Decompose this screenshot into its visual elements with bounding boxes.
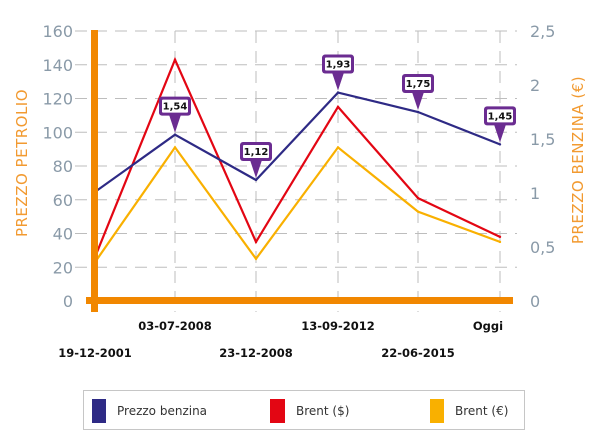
- tooltip-value: 1,75: [406, 79, 431, 90]
- y-axis-right-ticks: 0 0,5 1 1,5 2 2,5: [530, 22, 555, 311]
- tooltip-pointer: [494, 124, 506, 143]
- legend-swatch-prezzo-benzina: [92, 399, 106, 423]
- data-point[interactable]: [254, 257, 258, 261]
- data-point[interactable]: [254, 178, 258, 182]
- tooltip-body: [325, 57, 351, 71]
- data-label-tooltip: 1,54: [159, 96, 191, 133]
- x-tick-label: 03-07-2008: [138, 319, 212, 333]
- x-tick-label: Oggi: [473, 319, 503, 333]
- series-line-brent: [94, 145, 501, 263]
- x-tick-label: 23-12-2008: [219, 346, 293, 360]
- x-tick-label: 22-06-2015: [381, 346, 455, 360]
- tooltip-value: 1,54: [163, 102, 188, 113]
- series-lines: [93, 56, 502, 264]
- legend-label-brent-eur[interactable]: Brent (€): [455, 404, 508, 418]
- y-tick-right: 2: [530, 76, 540, 95]
- data-label-tooltip: 1,12: [240, 142, 272, 179]
- y-tick-right: 2,5: [530, 22, 555, 41]
- y-tick-right: 0: [530, 292, 540, 311]
- data-point[interactable]: [254, 240, 258, 244]
- y-tick-right: 0,5: [530, 238, 555, 257]
- tooltip-value: 1,93: [326, 60, 351, 71]
- x-tick-label: 13-09-2012: [301, 319, 375, 333]
- series-line-brent: [93, 56, 501, 258]
- series-line-prezzo-benzina: [94, 91, 501, 193]
- x-axis-labels: 19-12-2001 03-07-2008 23-12-2008 13-09-2012…: [58, 319, 503, 360]
- tooltip-body: [243, 145, 269, 159]
- data-point[interactable]: [498, 235, 502, 239]
- data-point[interactable]: [498, 240, 502, 244]
- legend-label-prezzo-benzina[interactable]: Prezzo benzina: [117, 404, 207, 418]
- tooltip-body: [405, 77, 431, 90]
- legend-swatch-brent-usd: [270, 399, 285, 423]
- y-tick-right: 1,5: [530, 130, 555, 149]
- data-label-tooltip: 1,45: [484, 106, 516, 143]
- legend-label-brent-usd[interactable]: Brent ($): [296, 404, 349, 418]
- legend-swatch-brent-eur: [430, 399, 444, 423]
- y-tick-left: 160: [42, 22, 73, 41]
- y-axis-right-title: PREZZO BENZINA (€): [569, 76, 587, 244]
- data-point[interactable]: [416, 196, 420, 200]
- y-tick-left: 100: [42, 123, 73, 142]
- y-tick-left: 0: [63, 292, 73, 311]
- y-axis-left-line: [91, 30, 98, 312]
- y-tick-right: 1: [530, 184, 540, 203]
- y-tick-left: 60: [53, 191, 73, 210]
- data-point[interactable]: [336, 91, 340, 94]
- y-tick-left: 20: [53, 258, 73, 277]
- tooltip-body: [162, 99, 188, 113]
- x-tick-label: 19-12-2001: [58, 346, 132, 360]
- data-point[interactable]: [336, 105, 340, 109]
- data-point[interactable]: [416, 110, 420, 114]
- tooltip-value: 1,45: [488, 111, 513, 122]
- y-axis-left-title: PREZZO PETROLIO: [13, 89, 31, 237]
- data-point[interactable]: [498, 143, 502, 146]
- legend-box: [83, 390, 525, 430]
- data-point[interactable]: [173, 133, 177, 136]
- tooltip-pointer: [169, 114, 181, 133]
- data-point[interactable]: [173, 146, 177, 149]
- data-label-tooltip: 1,75: [402, 74, 434, 110]
- grid-lines: [75, 30, 517, 312]
- data-point[interactable]: [173, 58, 177, 61]
- y-tick-left: 40: [53, 225, 73, 244]
- y-tick-left: 80: [53, 157, 73, 176]
- data-labels: 1,54 1,12 1,93 1,75 1,45: [159, 54, 516, 179]
- y-tick-left: 120: [42, 90, 73, 109]
- tooltip-value: 1,12: [244, 147, 269, 158]
- tooltip-pointer: [332, 72, 344, 91]
- tooltip-body: [487, 109, 513, 123]
- legend: Prezzo benzina Brent ($) Brent (€): [83, 390, 525, 430]
- y-tick-left: 140: [42, 56, 73, 75]
- tooltip-pointer: [250, 160, 262, 179]
- x-axis-line: [86, 297, 513, 304]
- y-axis-left-ticks: 0 20 40 60 80 100 120 140 160: [42, 22, 73, 311]
- tooltip-pointer: [412, 92, 424, 110]
- data-point[interactable]: [416, 210, 420, 213]
- data-point[interactable]: [336, 146, 340, 149]
- data-label-tooltip: 1,93: [322, 54, 354, 91]
